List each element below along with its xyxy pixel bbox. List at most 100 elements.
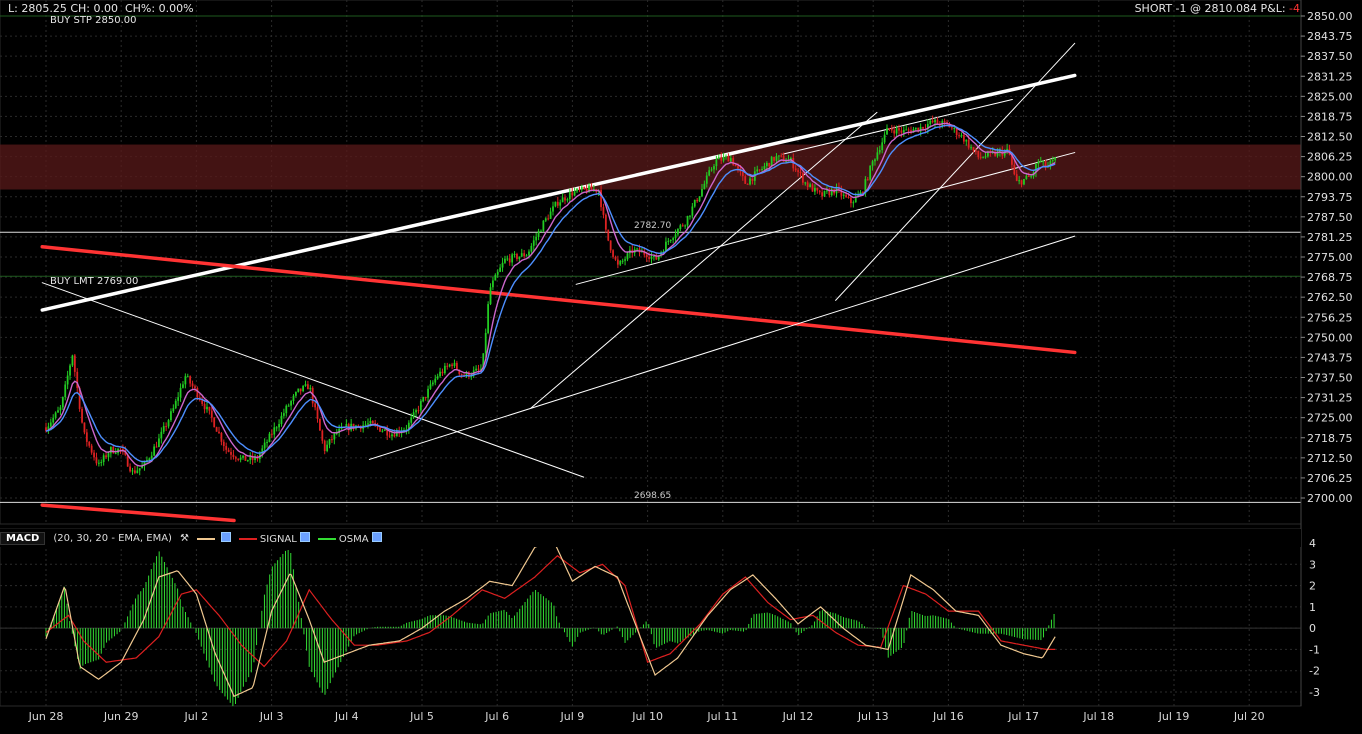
candle-body [1027, 175, 1030, 177]
candle-body [701, 188, 703, 197]
candle-body [936, 119, 939, 124]
candle-body [71, 355, 74, 366]
macd-tick-label: 4 [1309, 537, 1316, 550]
candle-body [686, 215, 689, 226]
indicator-name[interactable]: MACD [0, 531, 46, 545]
candle-body [319, 418, 321, 431]
candle-body [131, 470, 134, 472]
candle-body [112, 446, 115, 454]
candle-body [285, 405, 288, 414]
candle-body [866, 179, 869, 181]
candle-body [280, 415, 283, 425]
candle-body [874, 159, 876, 162]
candle-body [323, 440, 326, 452]
candle-body [636, 248, 638, 250]
candle-body [962, 135, 965, 142]
x-tick-label: Jul 10 [631, 710, 663, 723]
candle-body [758, 169, 761, 171]
candle-body [182, 384, 184, 388]
price-tick-label: 2762.50 [1307, 291, 1353, 304]
candle-body [47, 426, 50, 432]
change: CH: 0.00 [70, 2, 118, 15]
candle-body [672, 238, 675, 240]
checkbox-icon[interactable] [299, 531, 310, 542]
candle-body [999, 150, 1001, 152]
candle-body [513, 254, 516, 256]
candle-body [1011, 154, 1013, 165]
macd-line-legend [196, 531, 231, 545]
price-tick-label: 2787.50 [1307, 211, 1353, 224]
candle-body [345, 424, 348, 428]
candle-body [907, 129, 910, 131]
buy-limit-order-label[interactable]: BUY LMT 2769.00 [50, 276, 139, 287]
candle-body [854, 196, 857, 203]
candle-body [797, 170, 799, 172]
candle-body [782, 155, 785, 162]
candle-body [508, 258, 511, 263]
candle-body [818, 190, 821, 193]
candle-body [1025, 175, 1028, 180]
candle-body [681, 225, 684, 227]
candle-body [878, 150, 881, 153]
candle-body [982, 157, 984, 159]
x-tick-label: Jul 5 [409, 710, 434, 723]
level-label-1: 2782.70 [634, 221, 672, 231]
candle-body [484, 332, 487, 354]
candle-body [282, 413, 285, 416]
indicator-legend: MACD (20, 30, 20 - EMA, EMA) ⚒ SIGNAL OS… [0, 529, 1301, 547]
candle-body [465, 372, 468, 377]
resistance-zone [0, 144, 1301, 190]
candle-body [287, 405, 290, 407]
checkbox-icon[interactable] [220, 531, 231, 542]
candle-body [179, 387, 182, 398]
candle-body [830, 189, 833, 196]
buy-stop-order-label[interactable]: BUY STP 2850.00 [50, 15, 137, 26]
macd-tick-label: 3 [1309, 558, 1316, 571]
candle-body [530, 245, 533, 252]
candle-body [967, 139, 970, 148]
candle-body [167, 420, 170, 427]
price-tick-label: 2706.25 [1307, 472, 1353, 485]
candle-body [52, 417, 55, 423]
candle-body [770, 156, 773, 167]
candle-body [196, 387, 199, 398]
candle-body [54, 412, 57, 418]
candle-body [1051, 160, 1054, 162]
candle-body [203, 403, 206, 410]
wrench-icon[interactable]: ⚒ [179, 532, 189, 544]
candle-body [73, 355, 76, 372]
candle-body [249, 456, 252, 461]
candle-body [307, 384, 309, 390]
pnl-value: -4 [1289, 2, 1300, 15]
price-tick-label: 2768.75 [1307, 271, 1353, 284]
candle-body [174, 400, 177, 409]
candle-body [737, 166, 739, 169]
candle-body [943, 121, 946, 123]
candle-body [693, 199, 696, 207]
candle-body [371, 420, 374, 424]
candle-body [1018, 180, 1021, 182]
candle-body [540, 230, 542, 232]
candle-body [417, 410, 420, 412]
x-tick-label: Jul 3 [259, 710, 284, 723]
candle-body [141, 465, 144, 469]
candle-body [138, 468, 141, 471]
candle-body [388, 435, 391, 437]
trendline [368, 235, 1076, 460]
candle-body [186, 376, 189, 378]
candle-body [542, 220, 545, 231]
candle-body [583, 186, 586, 189]
candle-body [698, 196, 701, 202]
candle-body [1003, 150, 1006, 156]
candle-body [49, 422, 52, 427]
candle-body [83, 422, 86, 433]
candle-body [405, 429, 408, 431]
checkbox-icon[interactable] [371, 531, 382, 542]
position-text: SHORT -1 @ 2810.084 P&L: [1134, 2, 1286, 15]
candle-body [626, 253, 629, 260]
candle-body [653, 255, 655, 257]
candle-body [194, 386, 196, 388]
price-tick-label: 2825.00 [1307, 90, 1353, 103]
candle-body [972, 147, 975, 151]
